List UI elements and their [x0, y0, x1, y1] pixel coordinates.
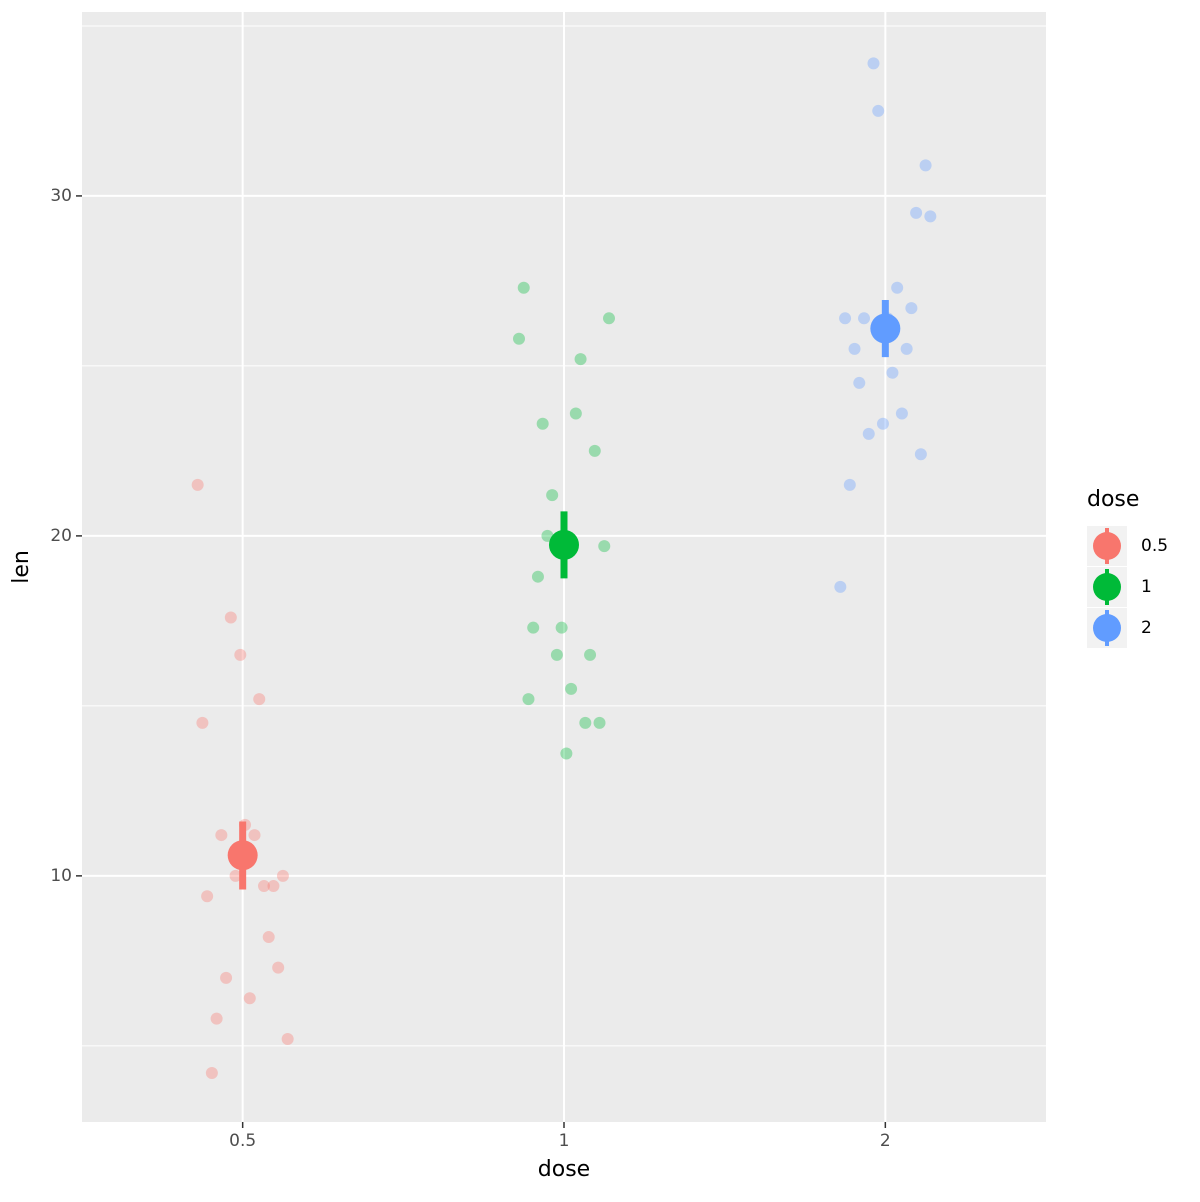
- legend-key-point: [1093, 532, 1121, 560]
- point: [924, 210, 937, 223]
- legend-title: dose: [1087, 487, 1139, 512]
- point: [234, 648, 247, 661]
- point: [262, 931, 275, 944]
- point: [886, 366, 899, 379]
- legend-label: 2: [1141, 618, 1152, 638]
- point: [531, 570, 544, 583]
- point: [215, 829, 228, 842]
- point: [914, 448, 927, 461]
- point: [517, 281, 530, 294]
- point: [257, 880, 270, 893]
- point: [550, 648, 563, 661]
- point: [536, 417, 549, 430]
- point: [603, 312, 615, 325]
- point: [229, 869, 242, 882]
- point: [895, 407, 908, 420]
- point: [891, 281, 904, 294]
- point: [905, 302, 918, 315]
- point: [588, 444, 601, 457]
- point: [527, 621, 540, 634]
- point: [281, 1033, 294, 1046]
- point: [858, 312, 871, 325]
- point: [201, 890, 214, 903]
- x-tick-label: 2: [880, 1131, 891, 1151]
- point: [205, 1067, 218, 1080]
- point: [584, 648, 597, 661]
- point: [919, 159, 932, 172]
- y-axis-title: len: [9, 550, 34, 584]
- point: [853, 376, 866, 389]
- y-tick-label: 20: [50, 526, 72, 546]
- point: [843, 478, 856, 491]
- point: [565, 682, 578, 695]
- mean-point: [227, 840, 258, 871]
- legend-label: 1: [1141, 577, 1152, 597]
- point: [243, 992, 256, 1005]
- point: [210, 1012, 223, 1025]
- point: [598, 540, 611, 553]
- point: [900, 342, 913, 355]
- y-tick-label: 10: [50, 866, 72, 886]
- point: [834, 580, 847, 593]
- point: [224, 611, 237, 624]
- point: [574, 353, 587, 366]
- x-axis-title: dose: [538, 1157, 590, 1182]
- point: [267, 880, 280, 893]
- point: [910, 206, 923, 219]
- point: [248, 829, 261, 842]
- point: [876, 417, 889, 430]
- x-tick-label: 1: [559, 1131, 570, 1151]
- point: [839, 312, 852, 325]
- point: [862, 427, 875, 440]
- point: [276, 869, 289, 882]
- point: [272, 961, 285, 974]
- mean-point: [549, 529, 579, 560]
- legend-key-point: [1093, 573, 1121, 601]
- point: [196, 716, 209, 729]
- point: [560, 747, 573, 760]
- y-tick-label: 30: [50, 186, 72, 206]
- point: [872, 104, 885, 117]
- point: [867, 57, 880, 70]
- point: [848, 342, 861, 355]
- legend-label: 0.5: [1141, 536, 1168, 556]
- point: [555, 621, 568, 634]
- point: [593, 716, 606, 729]
- mean-point: [870, 313, 901, 344]
- point: [522, 693, 535, 706]
- point: [220, 971, 233, 984]
- point: [513, 332, 525, 345]
- point: [569, 407, 582, 420]
- point: [253, 693, 266, 706]
- point: [546, 489, 559, 502]
- x-tick-label: 0.5: [229, 1131, 256, 1151]
- point: [579, 716, 592, 729]
- legend-key-point: [1093, 614, 1121, 642]
- point: [191, 478, 204, 491]
